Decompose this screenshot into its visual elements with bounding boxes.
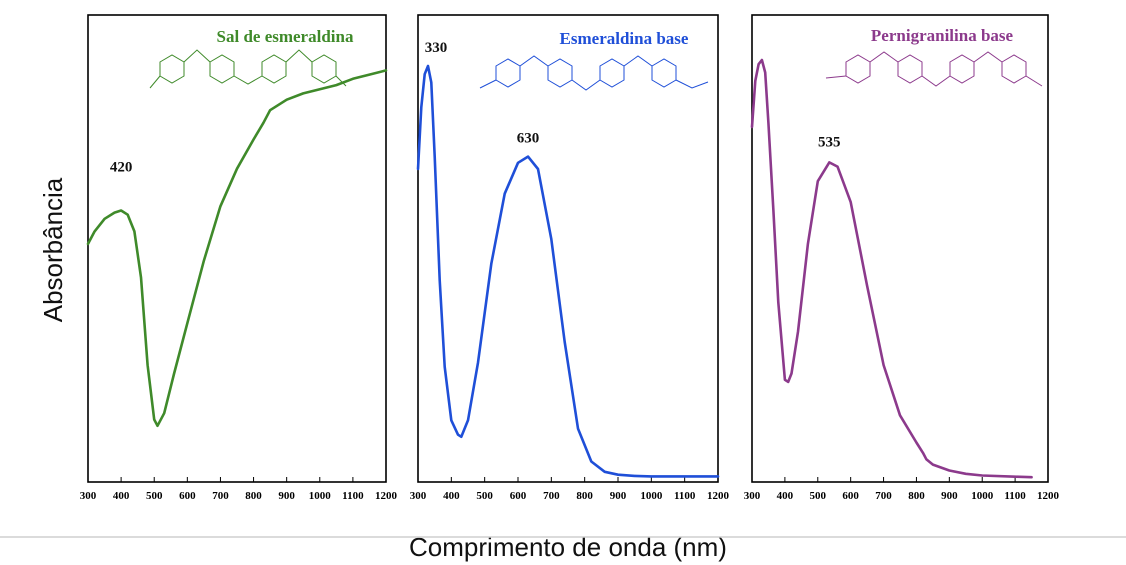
x-tick-label: 300 <box>410 490 427 502</box>
x-tick-label: 1100 <box>674 490 696 502</box>
x-tick-label: 800 <box>576 490 593 502</box>
x-tick-label: 400 <box>113 490 130 502</box>
x-tick-label: 500 <box>146 490 163 502</box>
x-tick-label: 800 <box>245 490 262 502</box>
plot-area: 300 400 500 600 700 800 900 1000 1100 1200 330 630 <box>410 40 730 502</box>
x-tick-label: 1100 <box>342 490 364 502</box>
structure-diagram <box>479 55 709 91</box>
spectrum-line <box>416 64 720 478</box>
plot-area: 300 400 500 600 700 800 900 1000 1100 1200 535 <box>744 58 1060 502</box>
x-tick-label: 500 <box>476 490 493 502</box>
spectrum-line <box>750 58 1033 479</box>
panel-title: Esmeraldina base <box>560 29 689 48</box>
panel-frame <box>87 14 387 483</box>
panel-title: Sal de esmeraldina <box>217 27 354 46</box>
panel-frame <box>751 14 1049 483</box>
panel-frame <box>417 14 719 483</box>
x-tick-label: 300 <box>80 490 97 502</box>
x-tick-label: 300 <box>744 490 761 502</box>
x-tick-label: 400 <box>777 490 794 502</box>
structure-diagram <box>149 49 347 89</box>
x-tick-label: 1000 <box>971 490 994 502</box>
x-tick-label: 800 <box>908 490 925 502</box>
x-tick-label: 1200 <box>1037 490 1060 502</box>
x-tick-label: 400 <box>443 490 460 502</box>
x-tick-label: 500 <box>810 490 827 502</box>
plot-area: 300 400 500 600 700 800 900 1000 1100 1200 420 <box>80 69 398 502</box>
x-tick-label: 900 <box>941 490 958 502</box>
y-axis-label: Absorbância <box>38 177 68 322</box>
peak-label: 420 <box>110 159 133 175</box>
x-tick-label: 700 <box>875 490 892 502</box>
peak-label: 535 <box>818 134 841 150</box>
peak-label: 630 <box>517 131 540 147</box>
panel-esmeraldina-base: Esmeraldina base 300 400 500 600 700 800 900 10… <box>410 14 730 502</box>
x-tick-label: 900 <box>278 490 295 502</box>
x-tick-label: 1200 <box>375 490 398 502</box>
panel-pernigranilina-base: Pernigranilina base 300 400 500 600 700 800 90… <box>744 14 1060 502</box>
x-tick-label: 1100 <box>1004 490 1026 502</box>
x-tick-label: 1000 <box>309 490 332 502</box>
x-tick-label: 600 <box>510 490 527 502</box>
structure-diagram <box>825 51 1043 87</box>
x-tick-label: 700 <box>212 490 229 502</box>
x-tick-label: 900 <box>610 490 627 502</box>
peak-label: 330 <box>425 40 448 56</box>
panel-sal-de-esmeraldina: Sal de esmeraldina 300 400 500 600 700 800 900… <box>80 14 398 502</box>
x-tick-label: 700 <box>543 490 560 502</box>
x-tick-label: 600 <box>842 490 859 502</box>
spectrum-line <box>86 69 388 428</box>
x-tick-label: 1200 <box>707 490 730 502</box>
x-tick-label: 600 <box>179 490 196 502</box>
panel-title: Pernigranilina base <box>871 26 1014 45</box>
x-tick-label: 1000 <box>640 490 663 502</box>
